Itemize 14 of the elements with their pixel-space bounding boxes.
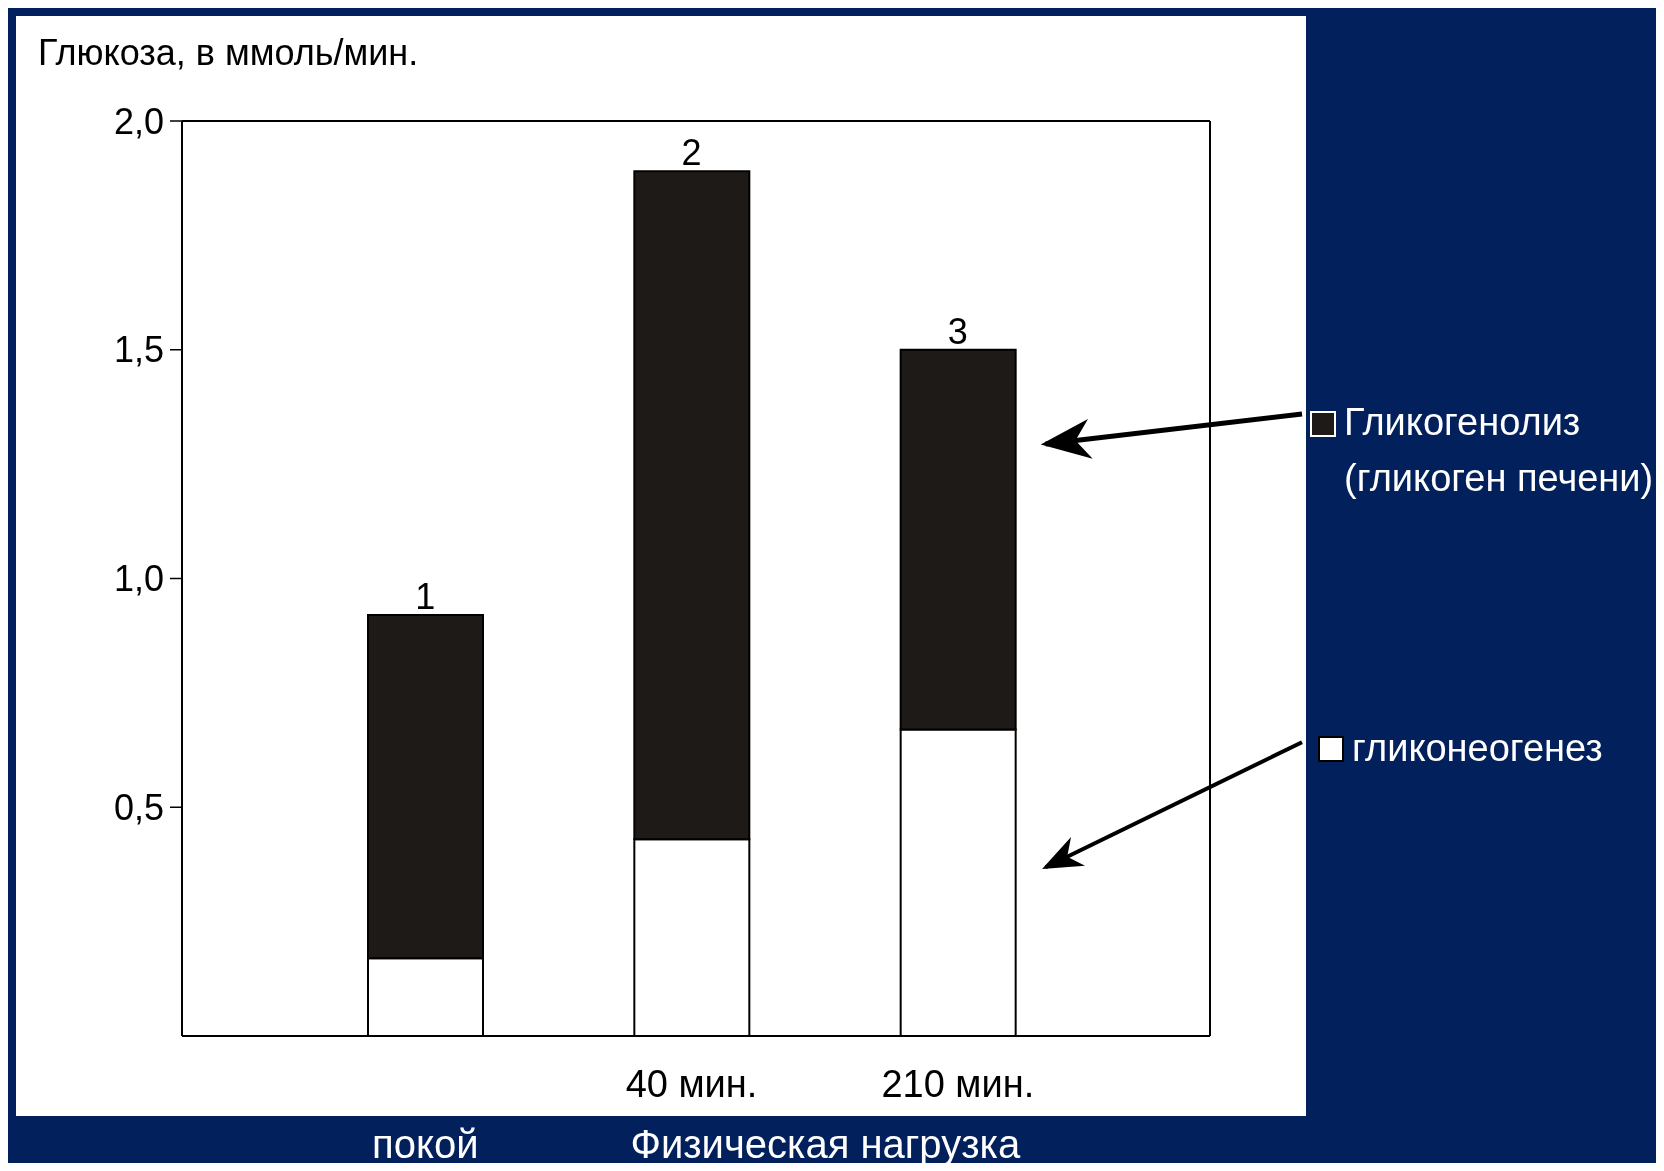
annotation: 2 (681, 132, 702, 174)
y-tick-label: 0,5 (113, 786, 164, 828)
legend-label: гликонеогенез (1352, 727, 1603, 771)
y-tick-label: 2,0 (113, 100, 164, 142)
legend-label: Гликогенолиз (гликоген печени) (1344, 400, 1655, 502)
annotation: 1 (415, 576, 436, 618)
y-tick-label: 1,0 (113, 558, 164, 599)
annotation: 3 (947, 310, 968, 352)
x-tick-label: 210 мин. (881, 1062, 1035, 1105)
y-tick-label: 1,5 (113, 329, 164, 371)
y-axis-title: Глюкоза, в ммоль/мин. (38, 32, 419, 74)
text: покой (371, 1122, 480, 1167)
text: Физическая нагрузка (629, 1122, 1022, 1167)
x-tick-label: 40 мин. (625, 1062, 758, 1105)
